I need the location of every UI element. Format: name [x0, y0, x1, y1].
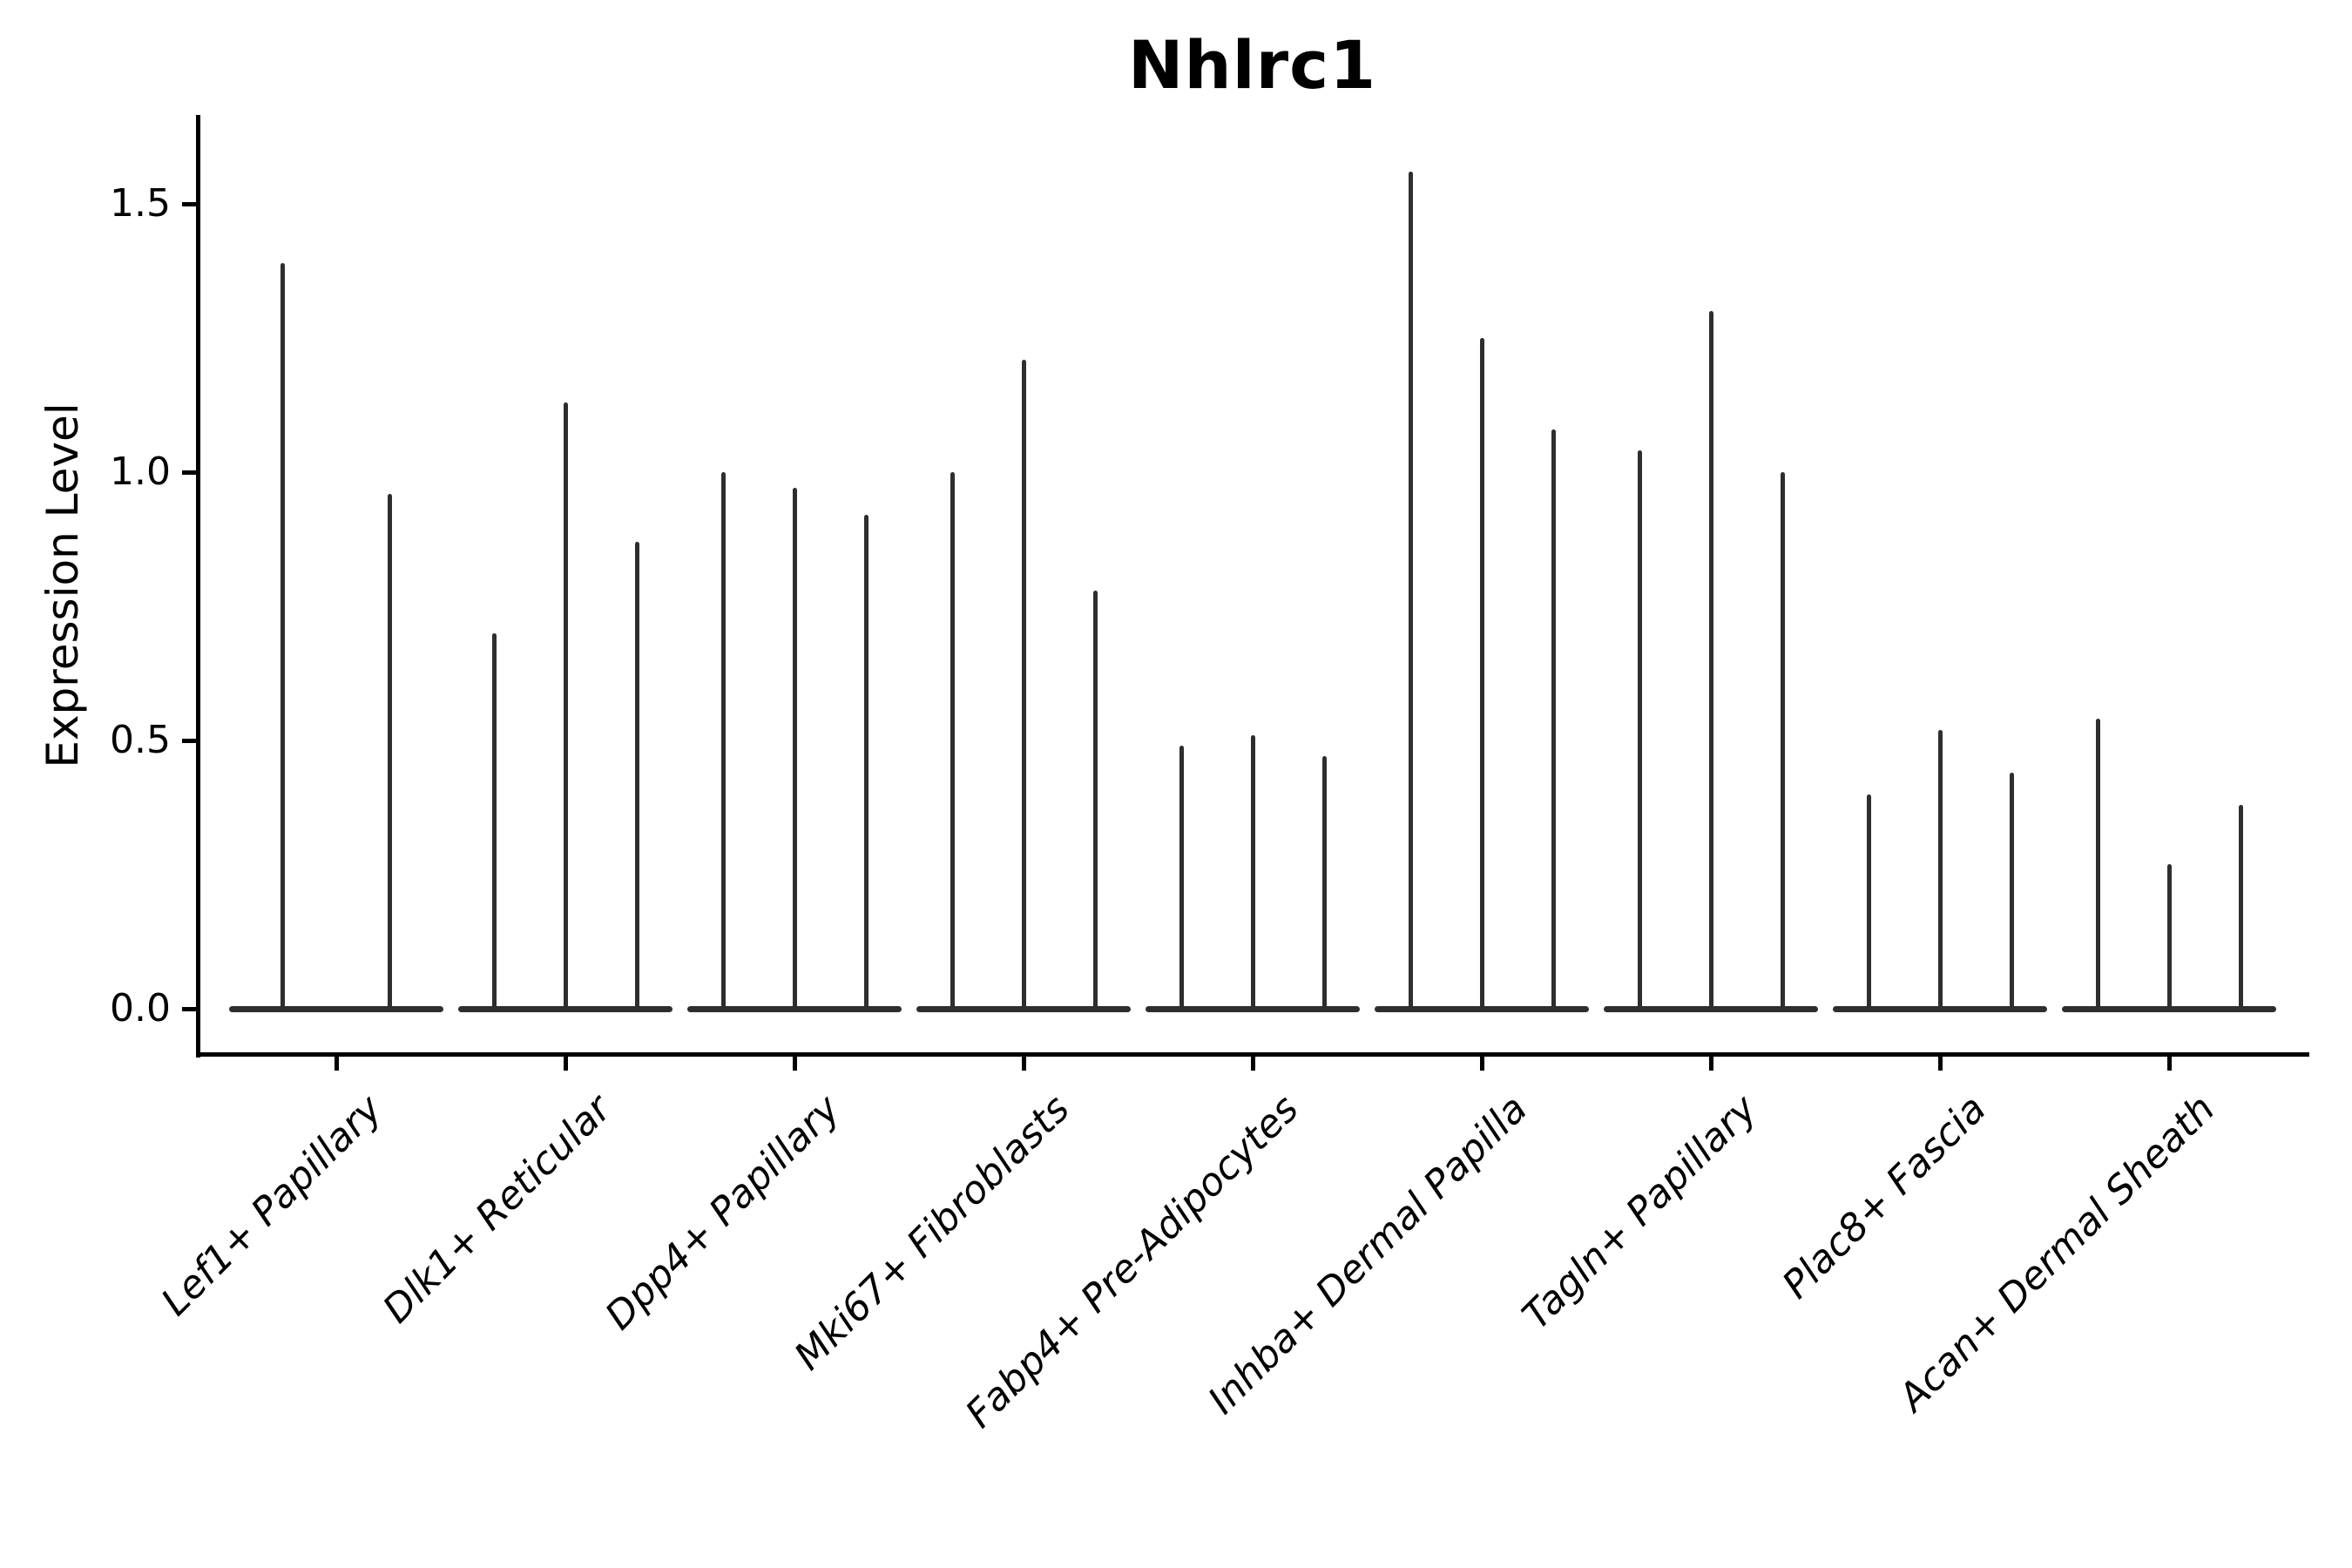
violin-spike — [1479, 338, 1484, 1009]
x-tick-mark — [1021, 1057, 1026, 1071]
violin-spike — [1866, 794, 1871, 1009]
y-axis-spine — [196, 115, 200, 1058]
violin-spike — [1321, 756, 1327, 1009]
violin-base — [1146, 1005, 1360, 1012]
violin-spike — [1092, 590, 1098, 1009]
x-tick-label: Dpp4+ Papillary — [597, 1086, 849, 1339]
violin-spike — [792, 488, 797, 1009]
violin-spike — [1179, 746, 1184, 1009]
violin-spike — [1708, 311, 1713, 1009]
x-tick-mark — [792, 1057, 797, 1071]
y-tick-label: 0.0 — [110, 986, 171, 1031]
violin-base — [916, 1005, 1131, 1012]
plot-title: Nhlrc1 — [1127, 26, 1377, 104]
violin-base — [2062, 1005, 2276, 1012]
violin-spike — [2009, 772, 2014, 1009]
violin-spike — [563, 402, 568, 1009]
y-tick-label: 1.0 — [110, 449, 171, 494]
violin-spike — [388, 493, 392, 1009]
violin-spike — [1937, 729, 1943, 1009]
x-axis-spine — [196, 1052, 2309, 1057]
violin-base — [1604, 1005, 1818, 1012]
violin-spike — [1021, 359, 1026, 1009]
x-tick-label: Plac8+ Fascia — [1774, 1086, 1995, 1308]
x-tick-label: Lef1+ Papillary — [152, 1086, 391, 1325]
violin-spike — [950, 472, 955, 1009]
y-tick-mark — [182, 1006, 196, 1011]
violin-spike — [2095, 719, 2100, 1009]
violin-spike — [1637, 450, 1642, 1009]
violin-base — [458, 1005, 672, 1012]
violin-spike — [280, 262, 285, 1009]
violin-spike — [1551, 429, 1556, 1009]
x-tick-label: Dlk1+ Reticular — [375, 1086, 620, 1332]
x-tick-label: Tagln+ Papillary — [1513, 1086, 1766, 1339]
y-tick-mark — [182, 738, 196, 743]
x-tick-mark — [1250, 1057, 1255, 1071]
violin-spike — [634, 542, 639, 1009]
violin-spike — [1780, 472, 1785, 1009]
violin-spike — [491, 632, 497, 1009]
violin-base — [1375, 1005, 1589, 1012]
violin-spike — [2238, 804, 2243, 1009]
x-tick-mark — [1479, 1057, 1484, 1071]
x-tick-mark — [563, 1057, 568, 1071]
x-tick-mark — [334, 1057, 339, 1071]
violin-spike — [720, 472, 726, 1009]
x-tick-mark — [1708, 1057, 1713, 1071]
y-tick-mark — [182, 470, 196, 475]
y-tick-mark — [182, 201, 196, 206]
violin-spike — [1408, 172, 1413, 1009]
violin-spike — [863, 515, 868, 1009]
x-tick-mark — [1937, 1057, 1943, 1071]
x-tick-mark — [2166, 1057, 2172, 1071]
violin-base — [229, 1005, 443, 1012]
violin-spike — [1250, 734, 1255, 1009]
violin-base — [687, 1005, 902, 1012]
y-tick-label: 1.5 — [110, 181, 171, 226]
y-tick-label: 0.5 — [110, 718, 171, 762]
violin-base — [1833, 1005, 2047, 1012]
violin-spike — [2166, 863, 2172, 1009]
